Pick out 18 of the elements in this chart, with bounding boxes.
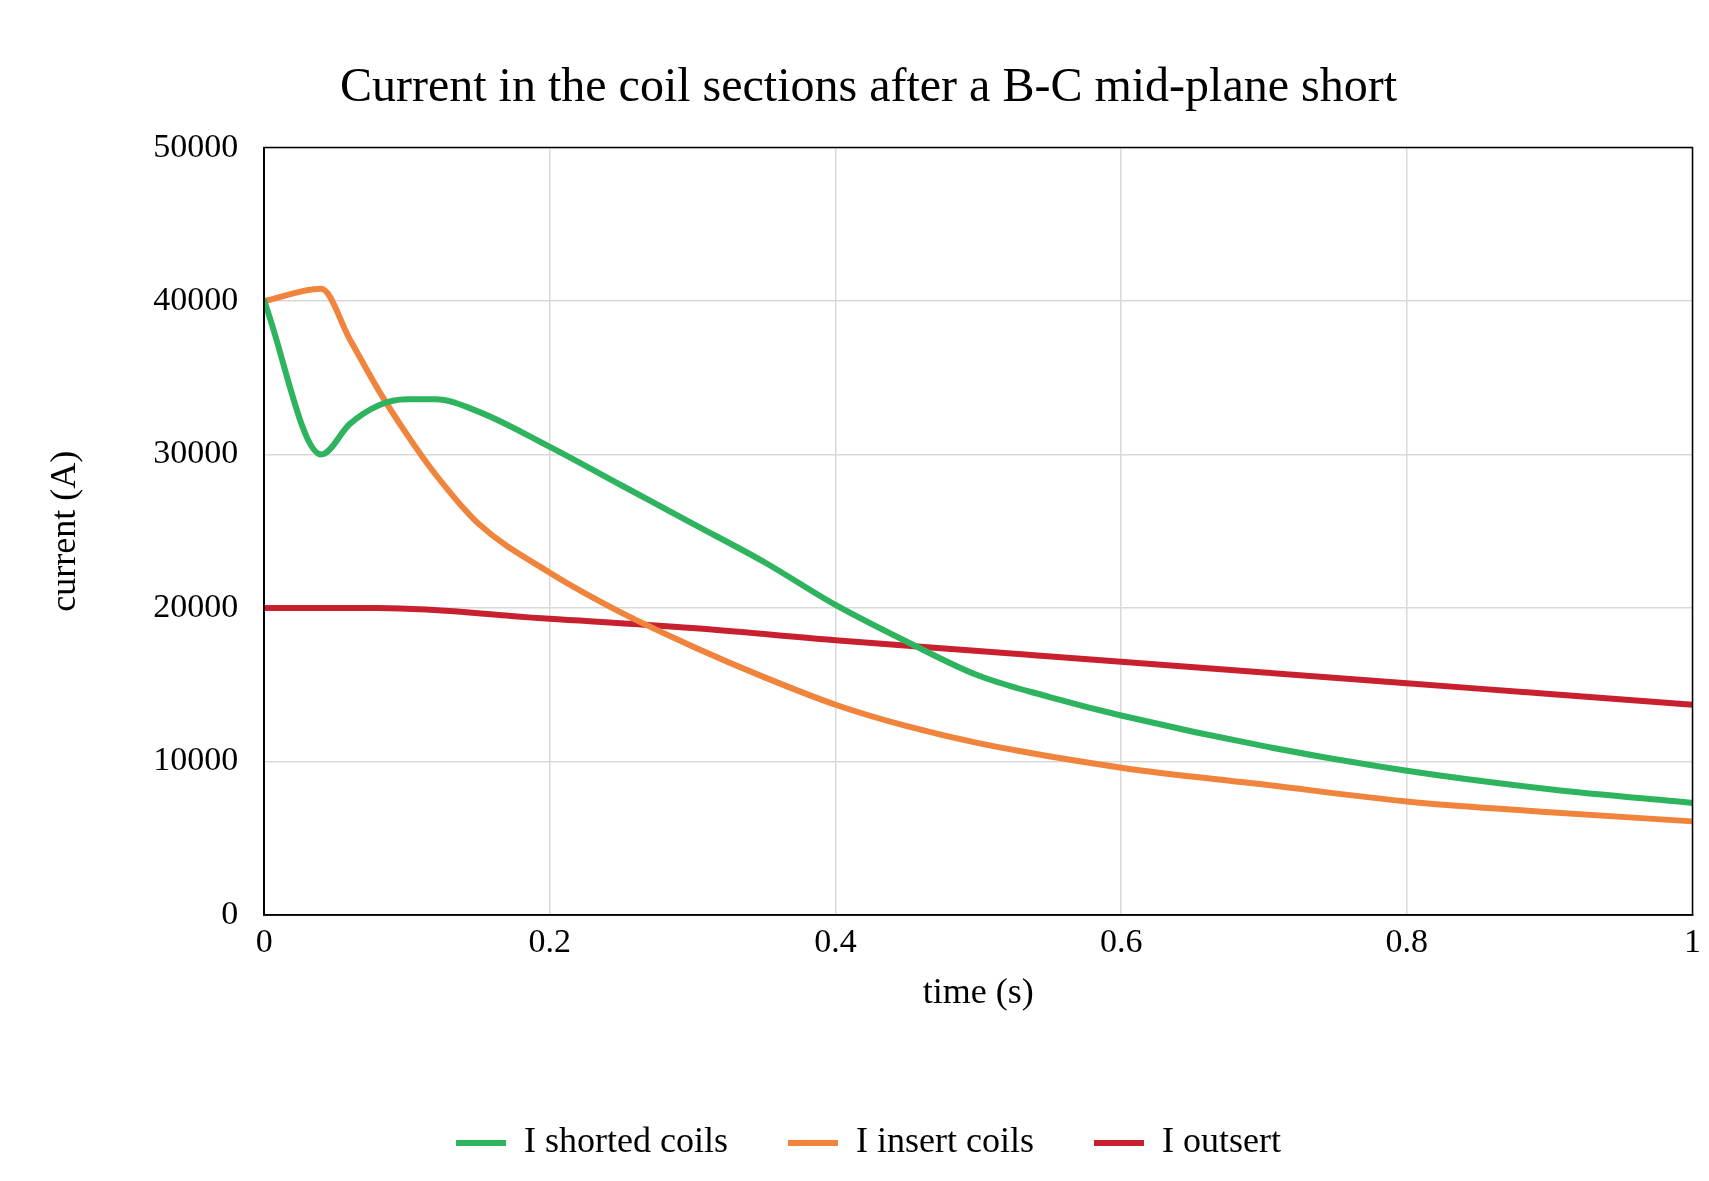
legend-label: I outsert [1161,1120,1281,1161]
y-tick-label: 30000 [153,433,239,471]
x-axis-title: time (s) [922,970,1034,1011]
x-tick-label: 0.2 [528,922,572,960]
y-tick-label: 20000 [153,586,239,624]
legend-label: I shorted coils [524,1120,729,1161]
x-tick-label: 0.6 [1099,922,1143,960]
chart-title: Current in the coil sections after a B-C mid-plane short [339,58,1398,112]
y-tick-label: 50000 [153,126,239,164]
y-tick-label: 0 [221,893,239,931]
y-axis-title: current (A) [43,450,84,612]
y-tick-label: 10000 [153,740,239,778]
x-tick-label: 0 [255,922,273,960]
y-tick-label: 40000 [153,280,239,317]
x-tick-label: 1 [1684,922,1701,960]
x-tick-label: 0.4 [814,922,857,960]
x-tick-label: 0.8 [1385,922,1429,960]
legend-label: I insert coils [856,1120,1034,1161]
